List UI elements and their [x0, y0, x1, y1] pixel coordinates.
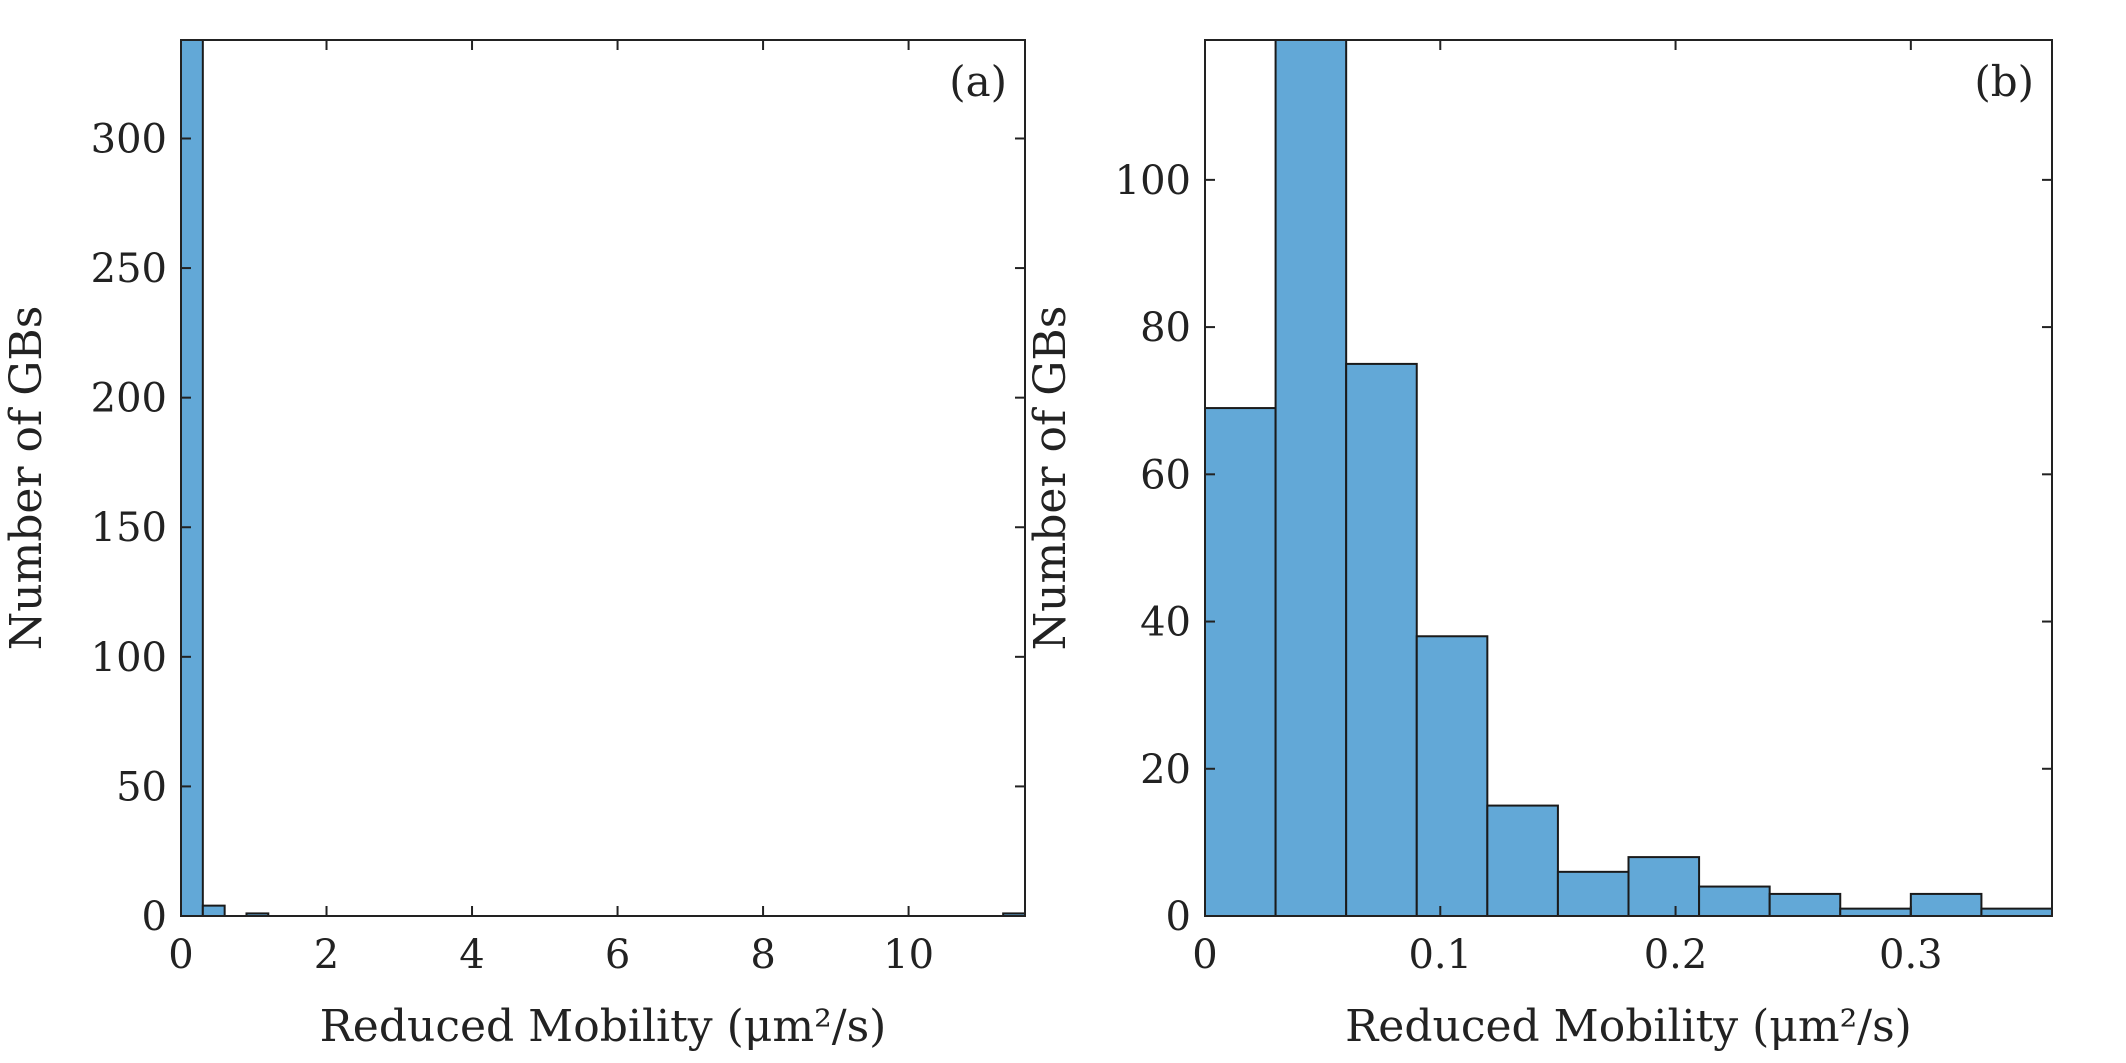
panel-b-bar-7	[1698, 885, 1771, 918]
panel-a-y-tick-label-6: 300	[91, 116, 167, 162]
panel-b-bars	[1204, 39, 2053, 918]
panel-b-y-axis-label: Number of GBs	[1025, 306, 1076, 651]
panel-a-y-tick-label-3: 150	[91, 505, 167, 551]
panel-a-x-tick-label-5: 10	[883, 932, 934, 978]
panel-a-x-axis-label: Reduced Mobility (μm²/s)	[320, 1001, 887, 1052]
panel-b-tick-labels: 0 0.1 0.2 0.3 0 20 40 60 80 100	[1115, 158, 1943, 978]
panel-b-y-tick-label-4: 80	[1140, 305, 1191, 351]
panel-b-y-tick-label-5: 100	[1115, 158, 1191, 204]
panel-b-x-tick-label-2: 0.2	[1644, 932, 1708, 978]
panel-b-bar-4	[1486, 804, 1559, 917]
panel-b-label: (b)	[1974, 57, 2034, 106]
panel-a-bars	[180, 39, 1027, 917]
panel-b-histogram: 0 0.1 0.2 0.3 0 20 40 60 80 100 (b) Reduced Mobil…	[1025, 39, 2053, 1052]
panel-a-x-tick-label-1: 2	[314, 932, 339, 978]
panel-a-ticks	[180, 40, 1025, 917]
panel-a-y-axis-label: Number of GBs	[1, 306, 52, 651]
panel-a-y-tick-label-5: 250	[91, 246, 167, 292]
panel-b-bar-11	[1980, 907, 2053, 918]
panel-a-x-tick-label-2: 4	[459, 932, 484, 978]
panel-b-x-axis-label: Reduced Mobility (μm²/s)	[1345, 1001, 1912, 1052]
panel-b-bar-6	[1627, 856, 1701, 918]
panel-b-bar-10	[1909, 892, 1983, 917]
panel-b-bar-3	[1415, 635, 1489, 917]
panel-a-plot-frame	[180, 39, 1026, 917]
panel-a-label: (a)	[949, 57, 1007, 106]
panel-b-bar-1	[1274, 39, 1348, 917]
panel-b-bar-5	[1556, 870, 1630, 917]
panel-b-y-tick-label-3: 60	[1140, 452, 1191, 498]
panel-a-y-tick-label-4: 200	[91, 376, 167, 422]
panel-b-y-tick-label-1: 20	[1140, 747, 1191, 793]
panel-a-x-tick-label-3: 6	[605, 932, 630, 978]
panel-a-x-tick-label-4: 8	[750, 932, 775, 978]
panel-b-x-tick-label-0: 0	[1192, 932, 1217, 978]
panel-a-x-tick-label-0: 0	[168, 932, 193, 978]
panel-b-bar-2	[1345, 362, 1418, 917]
panel-a-y-tick-label-0: 0	[142, 894, 167, 940]
panel-a-bar-0	[180, 39, 204, 917]
panel-b-bar-8	[1768, 892, 1842, 917]
panel-b-ticks	[1204, 40, 2052, 917]
panel-b-bar-0	[1204, 407, 1277, 917]
panel-b-y-tick-label-0: 0	[1166, 894, 1191, 940]
panel-a-y-tick-label-1: 50	[116, 764, 167, 810]
panel-b-plot-frame	[1204, 39, 2053, 917]
panel-a-y-tick-label-2: 100	[91, 635, 167, 681]
panel-b-y-tick-label-2: 40	[1140, 600, 1191, 646]
panel-b-bar-9	[1839, 907, 1912, 918]
panel-b-x-tick-label-3: 0.3	[1879, 932, 1943, 978]
panel-a-bar-1	[201, 904, 226, 917]
panel-b-x-tick-label-1: 0.1	[1408, 932, 1472, 978]
